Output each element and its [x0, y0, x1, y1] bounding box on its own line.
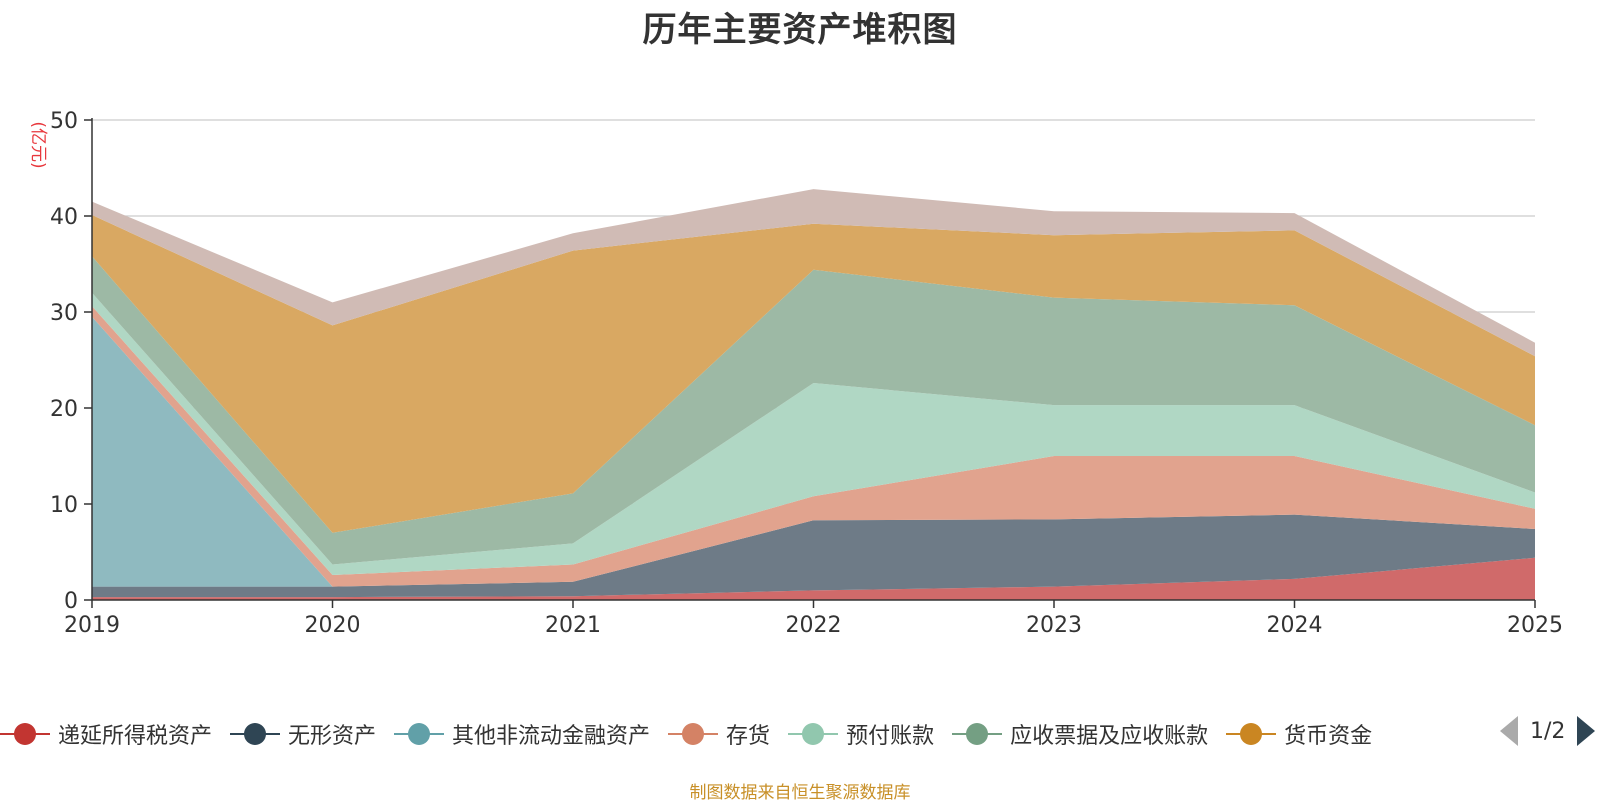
- legend-marker-icon: [952, 721, 1003, 747]
- legend-item[interactable]: 存货: [668, 718, 770, 750]
- area-series-3: [92, 306, 1535, 587]
- x-tick-label: 2024: [1267, 613, 1323, 638]
- x-tick-label: 2023: [1026, 613, 1082, 638]
- legend-marker-dot: [802, 723, 825, 745]
- axes: [84, 118, 1536, 608]
- tick-labels: 0 10 20 30 40 50 2019 2020 2021 2022 2023 2024 2025: [50, 109, 1563, 638]
- y-tick-label: 0: [64, 589, 78, 614]
- legend-item[interactable]: 递延所得税资产: [0, 718, 212, 750]
- legend-item[interactable]: 无形资产: [230, 718, 376, 750]
- legend-item[interactable]: 其他非流动金融资产: [394, 718, 650, 750]
- legend-label: 预付账款: [846, 724, 935, 749]
- legend-label: 应收票据及应收账款: [1010, 724, 1209, 749]
- legend-marker-dot: [14, 723, 36, 745]
- legend-marker-dot: [244, 723, 267, 745]
- legend-marker-dot: [408, 723, 431, 745]
- pager-prev-icon[interactable]: [1500, 716, 1518, 746]
- legend-marker-dot: [1240, 723, 1263, 745]
- legend-label: 存货: [726, 724, 771, 749]
- x-tick-label: 2025: [1507, 613, 1563, 638]
- pager-indicator: 1/2: [1530, 718, 1566, 744]
- legend-marker-icon: [394, 721, 445, 747]
- legend-item[interactable]: 应收票据及应收账款: [952, 718, 1208, 750]
- area-series-2: [92, 316, 1535, 587]
- y-tick-label: 40: [50, 205, 78, 230]
- x-tick-label: 2019: [64, 613, 120, 638]
- area-series-4: [92, 292, 1535, 575]
- legend-marker-dot: [966, 723, 989, 745]
- y-tick-label: 20: [50, 397, 78, 422]
- y-tick-label: 30: [50, 301, 78, 326]
- legend-pager: 1/2: [1500, 716, 1596, 746]
- legend-label: 货币资金: [1284, 724, 1373, 749]
- legend-label: 无形资产: [288, 724, 377, 749]
- chart-title: 历年主要资产堆积图: [642, 10, 958, 50]
- source-note: 制图数据来自恒生聚源数据库: [689, 783, 911, 803]
- area-series-5: [92, 256, 1535, 565]
- area-series-6: [92, 215, 1535, 533]
- x-tick-label: 2020: [305, 613, 361, 638]
- legend-label: 递延所得税资产: [58, 724, 213, 749]
- legend-item[interactable]: 预付账款: [788, 718, 934, 750]
- y-axis-label: (亿元): [28, 121, 48, 168]
- area-series-1: [92, 514, 1535, 598]
- legend-marker-icon: [230, 721, 281, 747]
- legend-marker-dot: [682, 723, 705, 745]
- x-tick-label: 2021: [545, 613, 601, 638]
- legend-label: 其他非流动金融资产: [452, 724, 651, 749]
- legend-item[interactable]: 货币资金: [1226, 718, 1372, 750]
- area-series-7: [92, 189, 1535, 357]
- y-tick-label: 50: [50, 109, 78, 134]
- pager-next-icon[interactable]: [1577, 716, 1596, 746]
- legend-marker-icon: [1226, 721, 1277, 747]
- area-series-0: [92, 557, 1535, 600]
- y-tick-label: 10: [50, 493, 78, 518]
- area-series: [92, 189, 1535, 600]
- x-tick-label: 2022: [786, 613, 842, 638]
- legend: 递延所得税资产 无形资产 其他非流动金融资产 存货 预付账款 应收票据及应收账款 货币资金: [0, 712, 1390, 756]
- legend-marker-icon: [788, 721, 839, 747]
- legend-marker-icon: [668, 721, 719, 747]
- legend-marker-icon: [0, 721, 50, 747]
